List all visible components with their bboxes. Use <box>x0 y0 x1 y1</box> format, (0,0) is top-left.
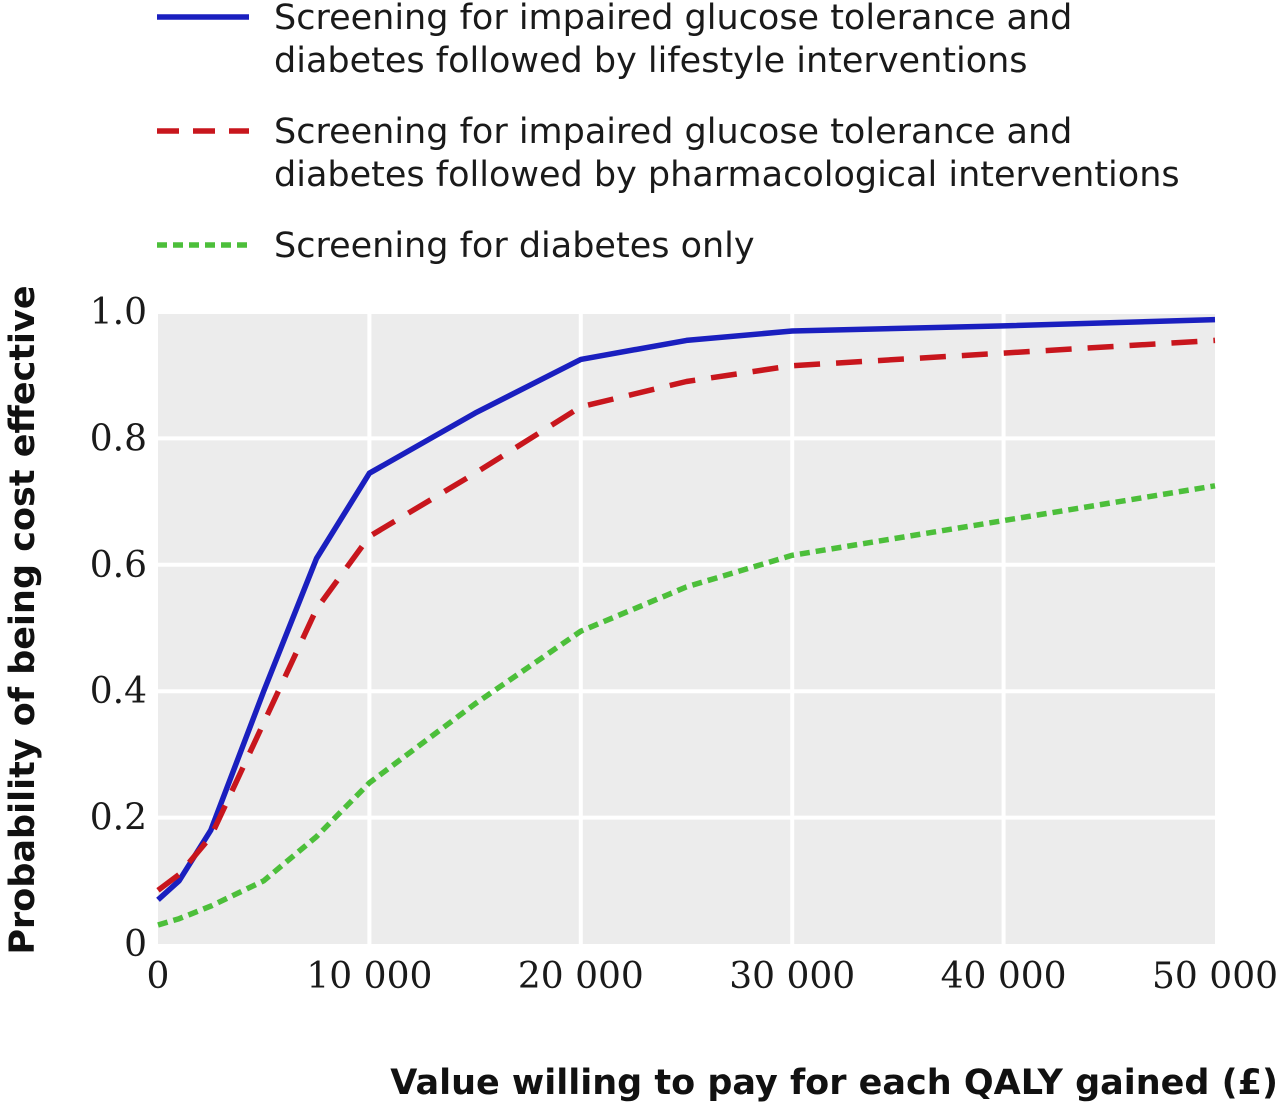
y-tick-label: 0 <box>124 924 147 965</box>
x-tick-label: 20 000 <box>518 956 644 997</box>
x-tick-label: 10 000 <box>306 956 432 997</box>
y-axis-title: Probability of being cost effective <box>3 285 43 954</box>
x-tick-label: 0 <box>147 956 170 997</box>
y-tick-label: 0.2 <box>90 798 147 839</box>
y-tick-label: 0.6 <box>90 545 147 586</box>
series-line-2 <box>156 337 1216 893</box>
legend-label-1: Screening for impaired glucose tolerance… <box>274 0 1072 38</box>
y-tick-label: 0.4 <box>90 671 147 712</box>
legend-label-1: diabetes followed by lifestyle intervent… <box>274 41 1028 81</box>
y-tick-labels: 0 0.2 0.4 0.6 0.8 1.0 <box>90 292 147 965</box>
y-tick-label: 0.8 <box>90 418 147 459</box>
x-tick-label: 50 000 <box>1152 956 1278 997</box>
legend-label-3: Screening for diabetes only <box>274 226 755 266</box>
legend-label-2: diabetes followed by pharmacological int… <box>274 155 1180 195</box>
legend: Screening for impaired glucose tolerance… <box>157 0 1180 266</box>
series-line-1 <box>156 316 1216 902</box>
x-tick-label: 30 000 <box>729 956 855 997</box>
y-tick-label: 1.0 <box>90 292 147 333</box>
legend-label-2: Screening for impaired glucose tolerance… <box>274 112 1072 152</box>
plot-background <box>158 312 1215 944</box>
x-tick-labels: 0 10 000 20 000 30 000 40 000 50 000 <box>147 956 1278 997</box>
series-lines <box>156 316 1216 928</box>
x-tick-label: 40 000 <box>941 956 1067 997</box>
series-line-3 <box>157 483 1216 928</box>
x-axis-title: Value willing to pay for each QALY gaine… <box>390 1063 1278 1103</box>
